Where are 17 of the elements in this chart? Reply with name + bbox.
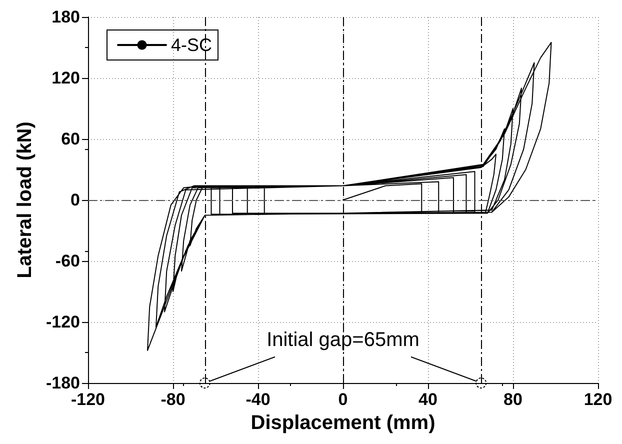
x-tick-label: 120 [584, 390, 612, 409]
x-tick-label: 40 [418, 390, 438, 409]
y-tick-label: -180 [46, 374, 80, 392]
y-tick-label: 60 [61, 130, 80, 148]
y-tick-label: -120 [46, 312, 80, 332]
y-tick-label: 0 [70, 190, 80, 210]
y-tick-label: -60 [55, 252, 80, 270]
legend-label: 4-SC [171, 35, 212, 55]
annotation: Initial gap=65mm [266, 328, 420, 352]
y-tick-label: 120 [52, 68, 80, 88]
y-tick-label: 180 [52, 8, 80, 26]
x-tick-label: 80 [504, 390, 522, 409]
y-axis-title: Lateral load (kN) [14, 122, 36, 278]
x-axis-title: Displacement (mm) [250, 412, 436, 434]
x-tick-label: -80 [160, 390, 186, 409]
x-tick-label: -40 [246, 390, 270, 409]
x-tick-label: 0 [338, 390, 348, 409]
